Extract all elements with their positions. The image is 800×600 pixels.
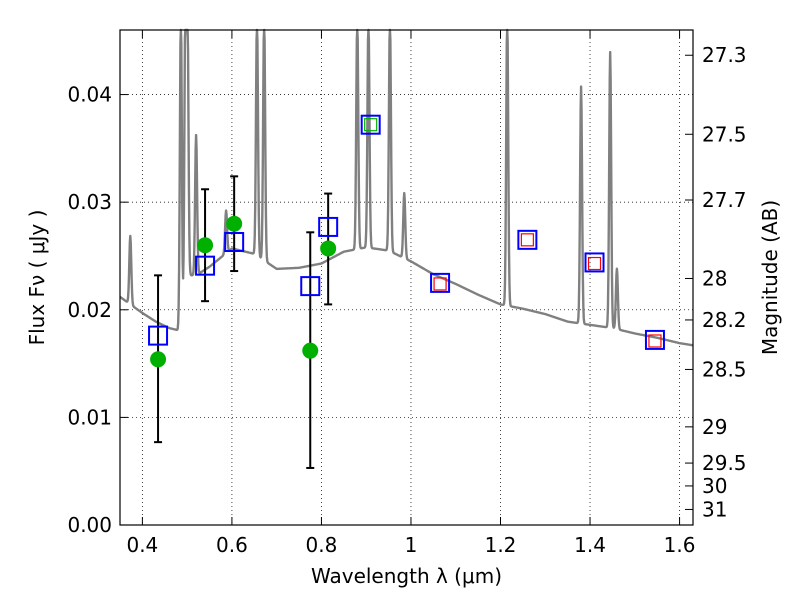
mag-tick-label: 31 [702,497,727,521]
sed-model-line [119,28,694,347]
observed-flux-point [320,240,337,257]
model-flux-box [300,276,321,297]
mag-tick-label: 27.7 [702,188,747,212]
nir-flux-marker [648,334,662,348]
model-flux-box [318,216,339,237]
errorbar-layer [154,175,333,469]
x-tick-label: 1 [405,533,418,557]
mag-tick-label: 29.5 [702,451,747,475]
y-tick-label: 0.00 [67,513,112,537]
mag-tick-label: 28.2 [702,308,747,332]
model-flux-box [224,231,245,252]
mag-tick-label: 29 [702,415,727,439]
model-flux-box [195,255,216,276]
mag-tick-label: 28.5 [702,357,747,381]
x-tick-label: 1.2 [485,533,517,557]
y-tick-label: 0.03 [67,190,112,214]
y2-axis-label: Magnitude (AB) [758,200,782,355]
plot-frame [119,29,694,526]
model-flux-box [644,329,665,350]
sed-layer [119,28,694,347]
observed-flux-point [197,237,214,254]
grid-layer [120,30,693,526]
mag-tick-label: 27.3 [702,43,747,67]
observed-flux-point [150,351,167,368]
model-flux-box [360,114,381,135]
points-layer [148,114,665,368]
x-tick-label: 0.6 [216,533,248,557]
y-tick-label: 0.01 [67,405,112,429]
nir-flux-marker [433,277,447,291]
ticks-layer: 0.4 0.6 0.8 1 1.2 1.4 1.6 0.00 0.01 0.02 0.03 0.04 2… [67,30,747,557]
model-flux-box [148,325,169,346]
nir-flux-marker [520,233,534,247]
x-tick-label: 0.8 [306,533,338,557]
model-flux-box [430,272,451,293]
green-flux-marker [364,118,378,132]
x-tick-label: 1.4 [574,533,606,557]
observed-flux-point [226,215,243,232]
model-flux-box [584,252,605,273]
y-tick-label: 0.02 [67,298,112,322]
mag-tick-label: 27.5 [702,122,747,146]
model-flux-box [517,229,538,250]
mag-tick-label: 30 [702,474,727,498]
mag-tick-label: 28 [702,266,727,290]
y-axis-label: Flux Fν ( μJy ) [25,210,49,346]
x-axis-label: Wavelength λ (μm) [311,564,502,588]
x-tick-label: 1.6 [664,533,696,557]
nir-flux-marker [587,256,602,271]
observed-flux-point [302,342,319,359]
x-tick-label: 0.4 [126,533,158,557]
y-tick-label: 0.04 [67,83,112,107]
